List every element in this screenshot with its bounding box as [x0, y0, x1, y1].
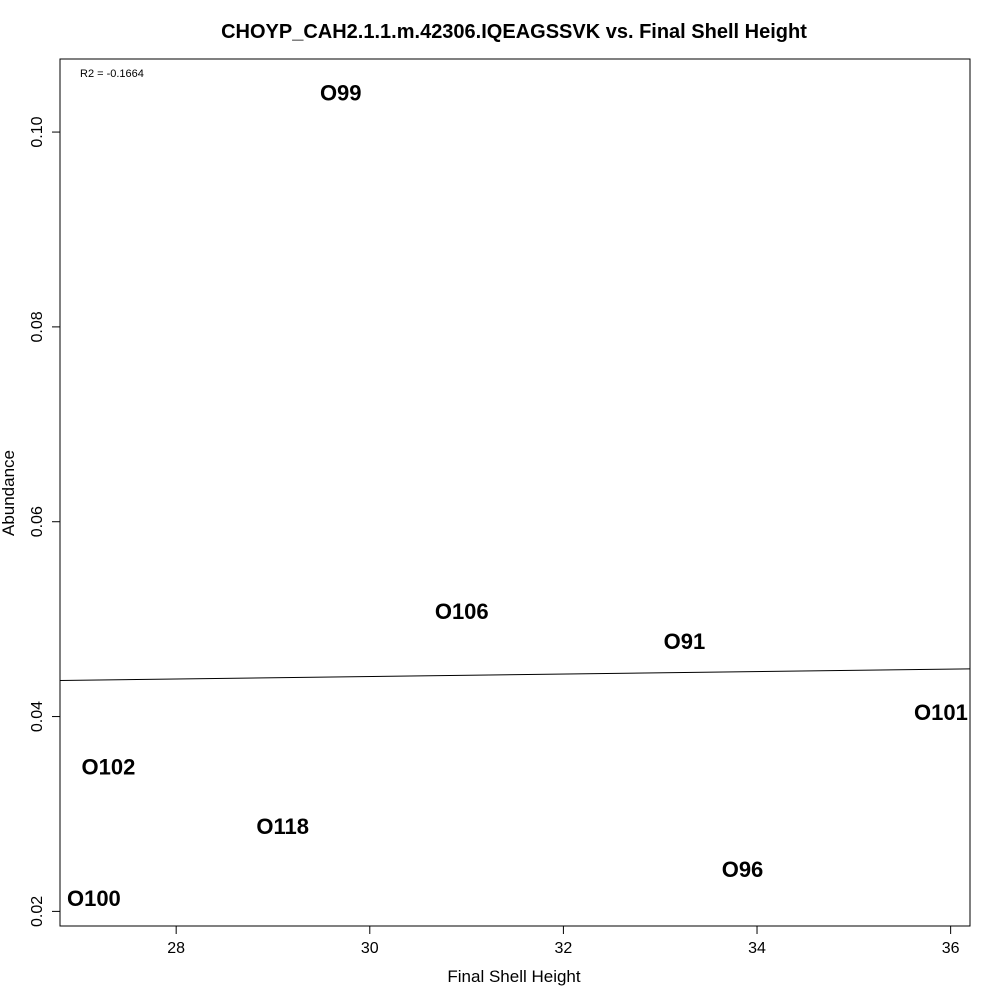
chart-title: CHOYP_CAH2.1.1.m.42306.IQEAGSSVK vs. Fin… — [221, 21, 807, 43]
y-tick-label: 0.02 — [29, 896, 46, 927]
y-axis-label: Abundance — [0, 450, 18, 536]
regression-line — [59, 668, 971, 682]
y-tick-label: 0.08 — [29, 311, 46, 342]
point-label: O106 — [435, 599, 489, 624]
point-label: O96 — [722, 857, 764, 882]
x-tick-label: 34 — [748, 940, 766, 957]
x-axis-label: Final Shell Height — [447, 967, 581, 986]
r2-annotation: R2 = -0.1664 — [80, 68, 144, 80]
point-label: O99 — [320, 81, 362, 106]
x-axis: 28 30 32 34 36 — [167, 925, 960, 957]
point-label: O118 — [256, 814, 309, 839]
point-label: O100 — [67, 886, 121, 911]
x-tick-label: 28 — [167, 940, 185, 957]
point-label: O91 — [664, 629, 706, 654]
plot-frame — [59, 58, 971, 927]
x-tick-label: 32 — [555, 940, 573, 957]
x-tick-label: 36 — [942, 940, 960, 957]
x-tick-label: 30 — [361, 940, 379, 957]
y-tick-label: 0.04 — [29, 701, 46, 732]
y-axis: 0.02 0.04 0.06 0.08 0.10 — [29, 116, 61, 927]
point-labels-group: O99 O106 O91 O101 O102 O118 O96 O100 — [67, 81, 968, 912]
y-tick-label: 0.06 — [29, 506, 46, 537]
point-label: O102 — [81, 755, 135, 780]
regression-line-group — [59, 668, 971, 682]
point-label: O101 — [914, 700, 968, 725]
y-tick-label: 0.10 — [29, 116, 46, 147]
